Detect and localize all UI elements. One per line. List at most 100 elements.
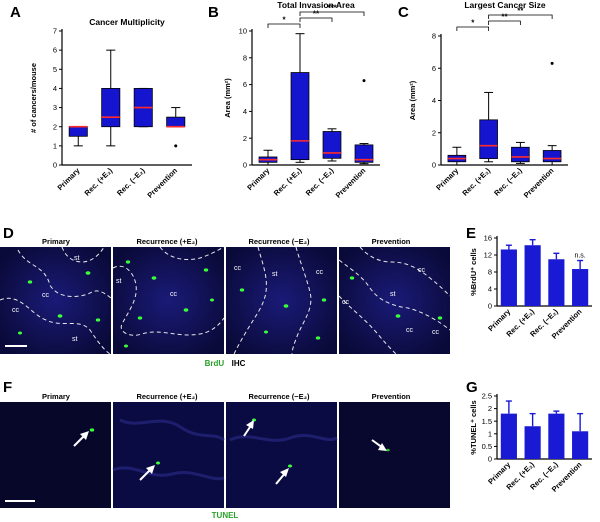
x-category-label: Prevention [145,166,179,200]
chart-title: Total Invasion Area [277,0,355,10]
y-tick-label: 2 [488,404,492,413]
box-iqr [511,146,530,163]
brdu-micrograph-row: Primary Recurrence (+E₂) Recurrence (−E₂… [0,237,451,370]
tunel-micrograph-row: Primary Recurrence (+E₂) Recurrence (−E₂… [0,392,450,520]
y-tick-label: 5 [53,65,57,74]
y-axis-label: Area (mm²) [408,80,417,120]
brdu-image-primary: st cc cc st [0,246,112,355]
significance-bracket [299,17,333,22]
significance-stars: ** [313,10,320,19]
tunel-image-prevention [339,402,450,508]
y-tick-label: 0 [488,302,492,311]
outlier-point [362,79,366,83]
y-tick-label: 0 [432,161,436,170]
y-tick-label: 0 [53,161,57,170]
tissue-cc-5: cc [316,269,324,276]
panel-label-b: B [208,4,219,21]
y-tick-label: 1 [53,141,57,150]
chart-title: Largest Cancer Size [464,0,546,10]
y-tick-label: 16 [484,234,492,243]
box-iqr [101,88,121,128]
box-iqr [479,119,498,159]
x-category-label: Prevention [334,166,368,200]
chart-cancer-multiplicity: Cancer Multiplicity 0 1 2 3 4 5 6 7 # of cancers/… [29,17,192,200]
tissue-st-3: st [116,278,122,285]
x-category-label: Rec. (−E₂) [492,166,524,198]
stain-label-tunel: TUNEL [212,511,239,520]
y-tick-label: 2 [432,128,436,137]
tissue-st-2: st [72,336,78,343]
bar [572,431,589,459]
y-tick-label: 1 [488,429,492,438]
bar [500,413,517,459]
brdu-image-recurrence-minus: cc st cc [226,246,337,355]
micrograph-label-rec-plus-d: Recurrence (+E₂) [136,237,198,246]
chart-title: Cancer Multiplicity [89,17,165,27]
panel-label-a: A [10,4,21,21]
micrograph-label-rec-minus-f: Recurrence (−E₂) [248,392,310,401]
y-tick-label: 8 [243,53,247,62]
y-tick-label: 7 [53,27,57,36]
x-category-label: Primary [434,165,461,192]
y-tick-label: 6 [243,80,247,89]
box-iqr [290,72,310,161]
chart-total-invasion-area: Total Invasion Area 0 2 4 6 8 10 Area (mm²) Prim… [223,0,380,200]
micrograph-label-primary-f: Primary [42,392,71,401]
micrograph-label-rec-minus-d: Recurrence (−E₂) [248,237,310,246]
annotation-ns: n.s. [574,253,585,260]
tissue-st-5: st [390,291,396,298]
significance-bracket [456,26,490,31]
x-category-label: Primary [56,165,83,192]
outlier-point [174,144,178,148]
x-category-label: Primary [245,165,272,192]
panel-label-c: C [398,4,409,21]
y-tick-label: 10 [239,27,247,36]
y-tick-label: 1.5 [482,417,492,426]
micrograph-label-rec-plus-f: Recurrence (+E₂) [136,392,198,401]
y-tick-label: 6 [53,46,57,55]
x-category-label: Rec. (+E₂) [460,166,492,198]
stain-label-brdu-ihc: BrdU IHC [205,353,246,370]
box-iqr [542,150,562,163]
y-tick-label: 4 [488,285,492,294]
y-tick-label: 2 [53,122,57,131]
bar [524,426,541,459]
tissue-cc-6: cc [418,267,426,274]
box-iqr [68,126,88,137]
bar [548,413,565,459]
panel-label-f: F [3,379,12,396]
significance-stars: ** [517,7,524,16]
bar [524,245,541,306]
bar [500,249,517,306]
panel-label-e: E [466,225,476,242]
micrograph-label-primary-d: Primary [42,237,71,246]
box-iqr [354,144,374,163]
tissue-st-1: st [74,255,80,262]
tissue-cc-8: cc [406,327,414,334]
y-axis-label: Area (mm²) [223,78,232,118]
tunel-image-recurrence-minus [226,402,338,508]
tissue-cc-9: cc [432,329,440,336]
y-tick-label: 2.5 [482,392,492,401]
brdu-image-prevention: cc st cc cc cc [338,246,451,355]
y-tick-label: 4 [432,96,436,105]
significance-bracket [488,20,521,25]
chart-largest-cancer-size: Largest Cancer Size 0 2 4 6 8 Area (mm²) Primar… [408,0,568,200]
y-tick-label: 0.5 [482,442,492,451]
significance-bracket [488,14,553,19]
scale-bar-d [5,345,27,347]
box-iqr [322,131,342,159]
panel-label-d: D [3,225,14,242]
bar [572,269,589,306]
y-tick-label: 8 [488,268,492,277]
tunel-image-primary [0,402,111,508]
panel-label-g: G [466,379,478,396]
x-category-label: Rec. (−E₂) [304,166,336,198]
y-tick-label: 2 [243,134,247,143]
scale-bar-f [5,500,35,502]
y-tick-label: 8 [432,32,436,41]
micrograph-label-prevention-f: Prevention [372,392,411,401]
